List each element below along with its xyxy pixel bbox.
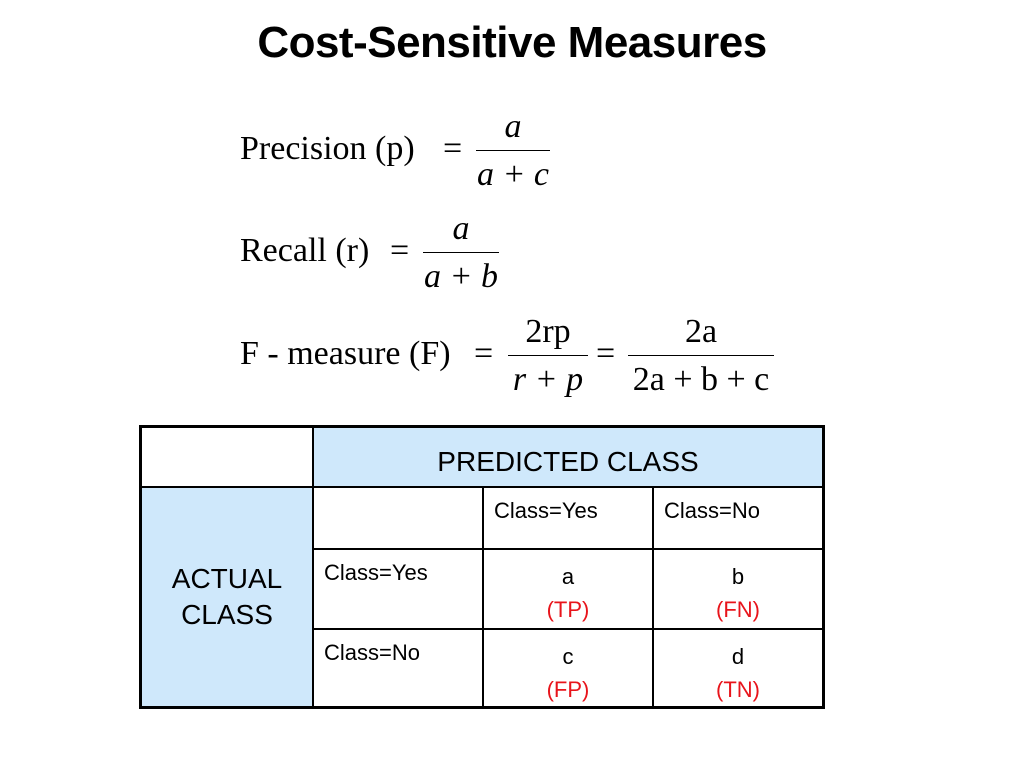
precision-fraction-bar xyxy=(476,150,550,151)
cell-fp-value: c xyxy=(562,643,574,669)
fmeasure-lhs: F - measure (F) xyxy=(240,335,451,372)
precision-denominator: a + c xyxy=(476,156,550,193)
cell-tp-tag: (TP) xyxy=(546,596,590,622)
cell-tn-tag: (TN) xyxy=(716,676,760,702)
row-header-no: Class=No xyxy=(312,627,484,708)
empty-corner-cell xyxy=(139,425,314,488)
cell-fn-value: b xyxy=(731,563,745,589)
cell-fn-tag: (FN) xyxy=(716,596,760,622)
fmeasure-numerator-2: 2a xyxy=(684,313,718,350)
precision-lhs: Precision (p) xyxy=(240,130,415,167)
fmeasure-fraction-bar-2 xyxy=(628,355,774,356)
col-header-yes: Class=Yes xyxy=(482,485,654,550)
cell-fn: b (FN) xyxy=(652,547,825,630)
precision-numerator: a xyxy=(504,108,522,145)
precision-formula: Precision (p) = a a + c xyxy=(240,108,570,198)
fmeasure-formula: F - measure (F) = 2rp r + p = 2a 2a + b … xyxy=(240,313,780,403)
cell-fp-tag: (FP) xyxy=(546,676,590,702)
actual-class-header: ACTUAL CLASS xyxy=(139,485,314,708)
cell-tn-value: d xyxy=(731,643,745,669)
empty-subheader-cell xyxy=(312,485,484,550)
fmeasure-denominator-2: 2a + b + c xyxy=(632,361,770,398)
recall-denominator: a + b xyxy=(424,258,498,295)
fmeasure-equals-2: = xyxy=(596,335,616,372)
fmeasure-numerator-1: 2rp xyxy=(525,313,571,350)
fmeasure-fraction-2: 2a 2a + b + c xyxy=(628,313,774,403)
recall-lhs: Recall (r) xyxy=(240,232,370,269)
fmeasure-fraction-bar-1 xyxy=(508,355,588,356)
actual-class-line2: CLASS xyxy=(181,598,273,630)
recall-fraction: a a + b xyxy=(423,210,499,300)
recall-numerator: a xyxy=(452,210,470,247)
recall-formula: Recall (r) = a a + b xyxy=(240,210,540,300)
confusion-matrix-table: PREDICTED CLASS ACTUAL CLASS Class=Yes C… xyxy=(139,425,825,709)
cell-fp: c (FP) xyxy=(482,627,654,708)
predicted-class-header: PREDICTED CLASS xyxy=(312,425,825,488)
cell-tp-value: a xyxy=(561,563,575,589)
recall-fraction-bar xyxy=(423,252,499,253)
fmeasure-denominator-1: r + p xyxy=(512,361,584,398)
col-header-no: Class=No xyxy=(652,485,825,550)
fmeasure-equals-1: = xyxy=(474,335,494,372)
row-header-yes: Class=Yes xyxy=(312,547,484,630)
fmeasure-fraction-1: 2rp r + p xyxy=(508,313,588,403)
slide-title: Cost-Sensitive Measures xyxy=(257,18,767,67)
cell-tn: d (TN) xyxy=(652,627,825,708)
precision-fraction: a a + c xyxy=(476,108,550,198)
cell-tp: a (TP) xyxy=(482,547,654,630)
recall-equals: = xyxy=(390,232,410,269)
actual-class-line1: ACTUAL xyxy=(171,562,283,594)
precision-equals: = xyxy=(443,130,463,167)
